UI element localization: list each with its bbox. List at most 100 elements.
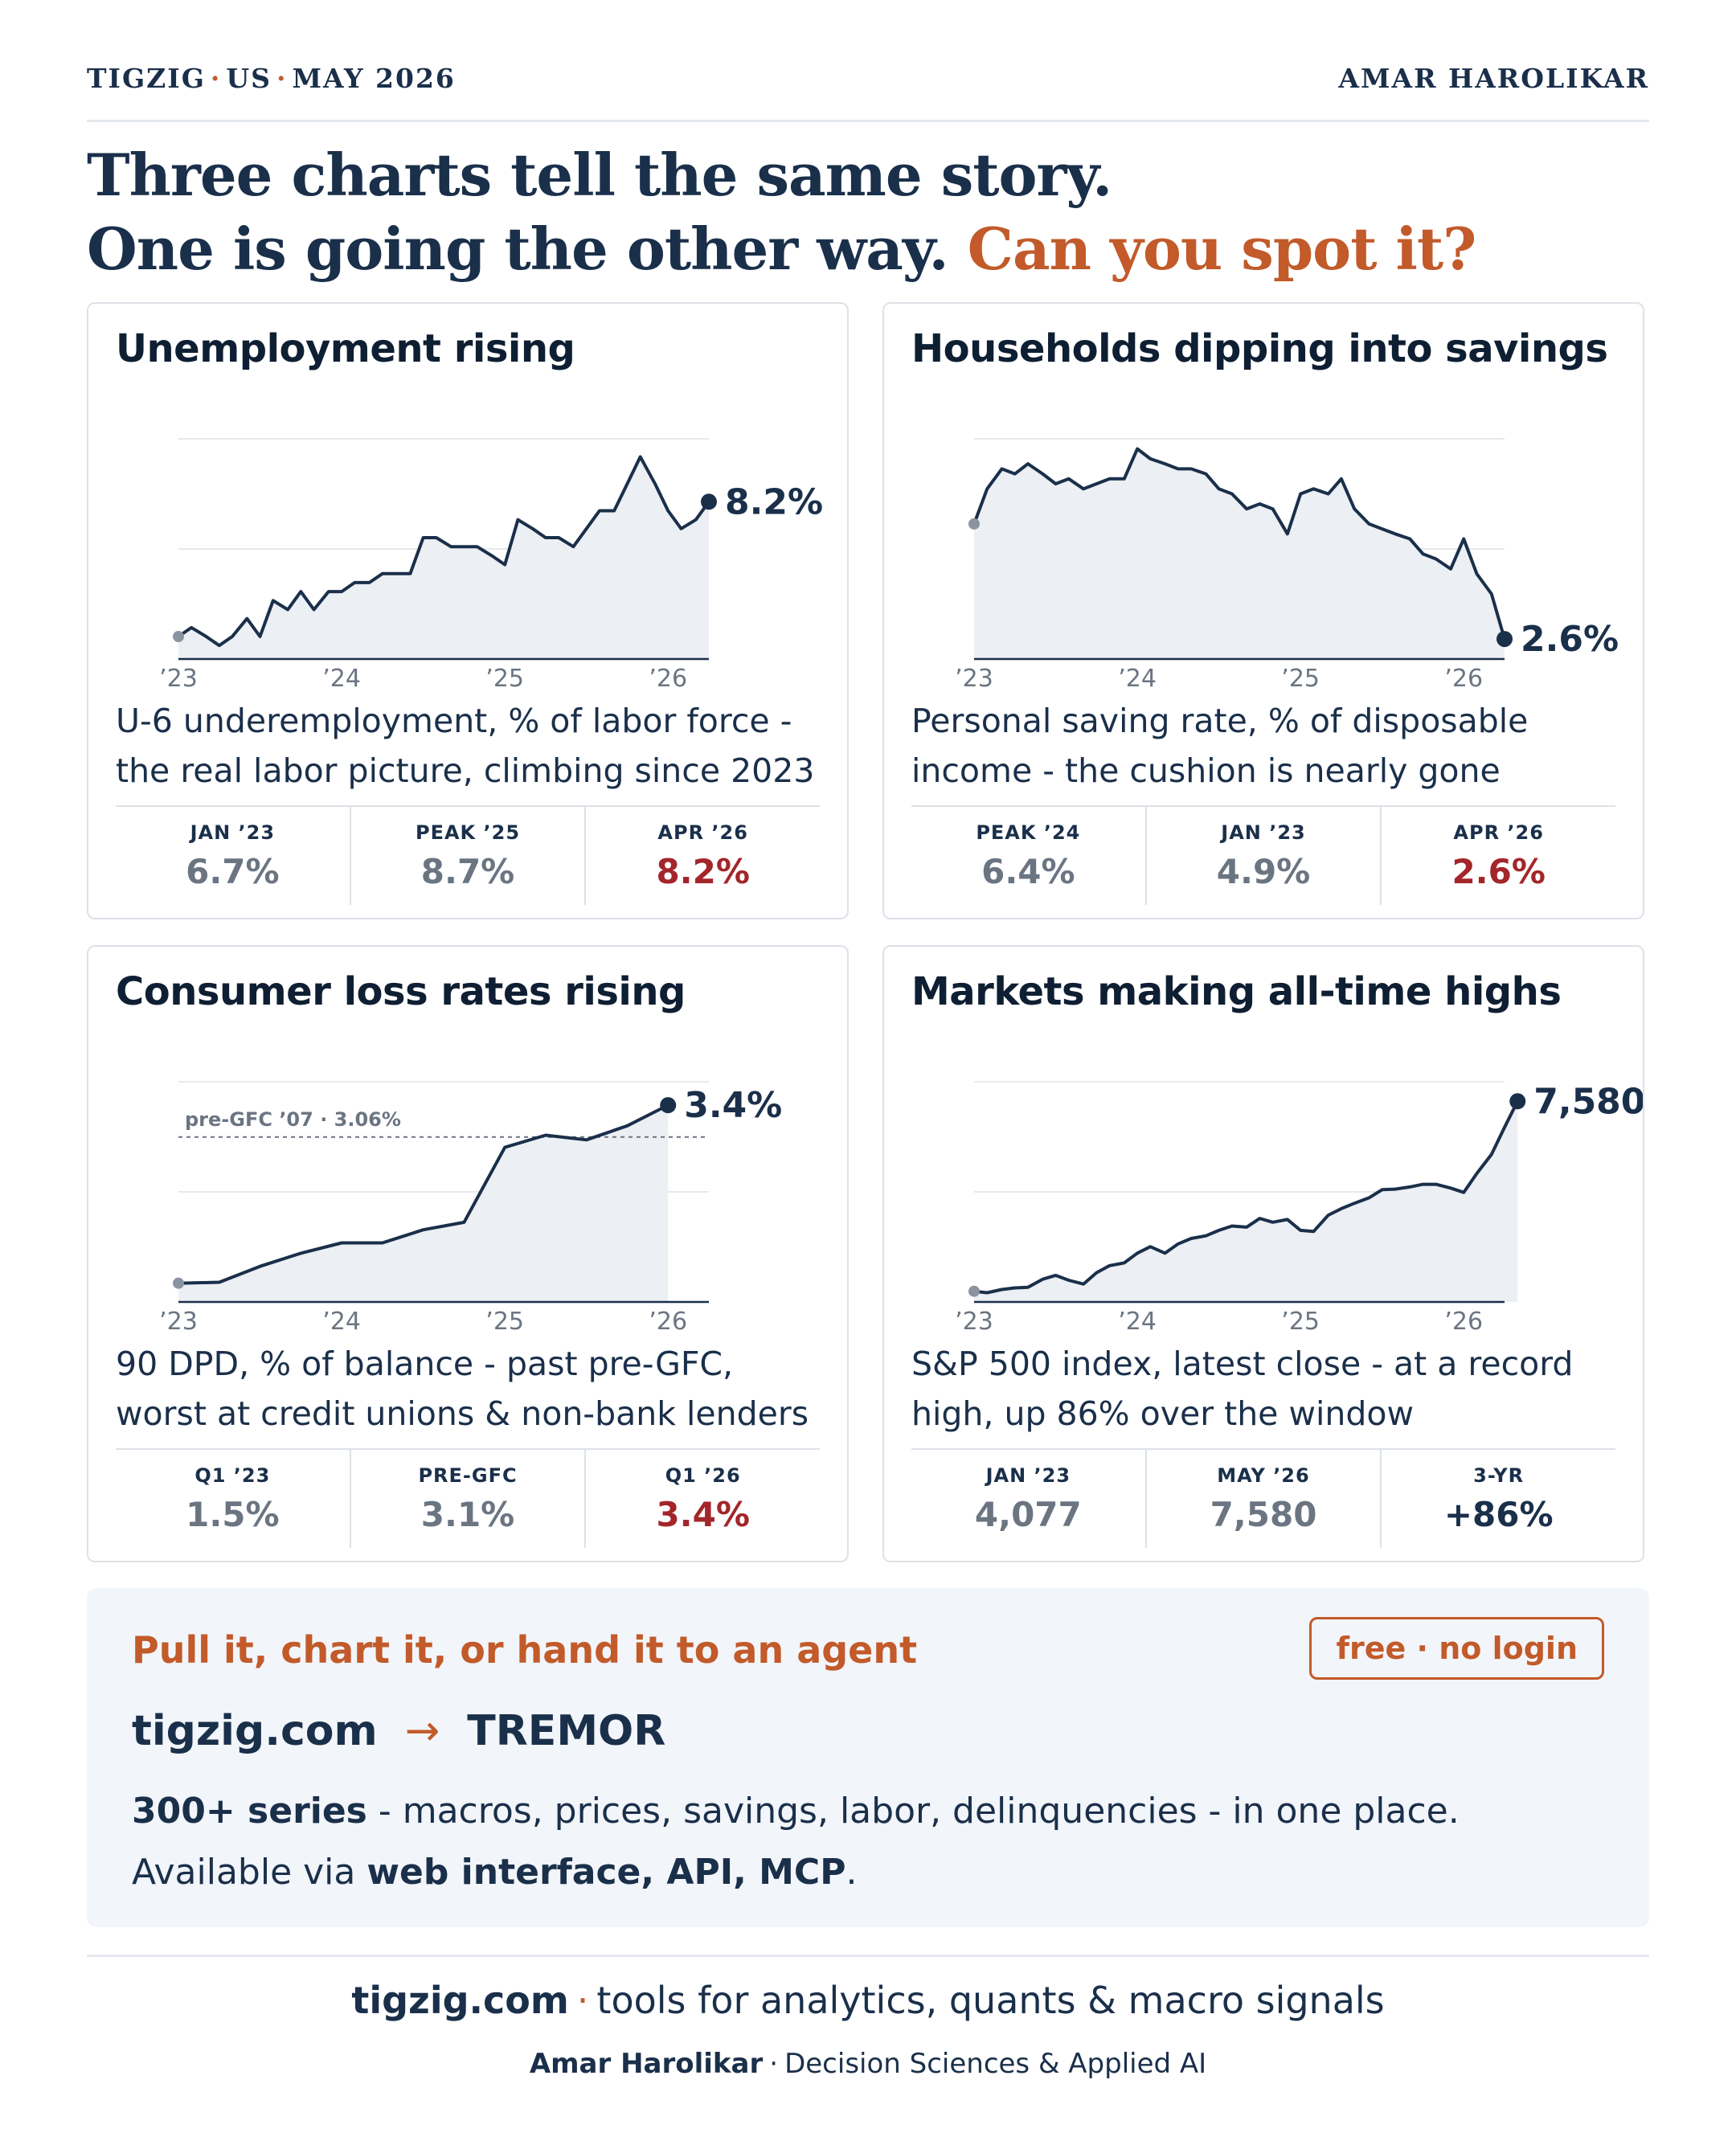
card-title: Markets making all-time highs (911, 969, 1562, 1014)
stat-cell: Q1 ’26 3.4% (584, 1450, 820, 1548)
stat-value: 1.5% (186, 1495, 280, 1534)
x-tick-label: ’24 (1118, 665, 1157, 690)
x-tick-label: ’26 (649, 1308, 687, 1332)
brand-region: US (226, 63, 272, 94)
footer-credit: Amar Harolikar · Decision Sciences & Appli… (0, 2048, 1736, 2080)
stat-label: JAN ’23 (1221, 821, 1306, 844)
stat-label: APR ’26 (1453, 821, 1544, 844)
x-tick-label: ’23 (955, 665, 993, 690)
stat-value: 8.2% (656, 852, 750, 891)
footer-tagline: tools for analytics, quants & macro sign… (596, 1979, 1385, 2022)
footer-credit-sep: · (769, 2048, 779, 2080)
chart-card-markets: Markets making all-time highs 7,580 ’23 ’2… (882, 945, 1644, 1562)
stat-value: 8.7% (420, 852, 515, 891)
end-point (1509, 1093, 1526, 1110)
chart-unemployment: 8.2% ’23 ’24 ’25 ’26 (159, 438, 823, 690)
footer-role: Decision Sciences & Applied AI (784, 2048, 1207, 2080)
card-title: Households dipping into savings (911, 326, 1608, 371)
stats-row: PEAK ’24 6.4% JAN ’23 4.9% APR ’26 2.6% (911, 805, 1615, 905)
stat-cell: MAY ’26 7,580 (1144, 1450, 1381, 1548)
stat-cell: JAN ’23 4.9% (1144, 807, 1381, 905)
stat-cell: 3-YR +86% (1380, 1450, 1615, 1548)
series-count: 300+ series (132, 1791, 367, 1832)
end-point (660, 1097, 677, 1114)
start-point (968, 1285, 980, 1297)
stat-value: 4.9% (1216, 852, 1311, 891)
cta-line-2-post: . (845, 1852, 858, 1893)
stat-label: PEAK ’24 (976, 821, 1081, 844)
cta-body: 300+ series - macros, prices, savings, l… (132, 1781, 1611, 1903)
stat-value: +86% (1443, 1495, 1554, 1534)
card-description: Personal saving rate, % of disposable in… (911, 702, 1529, 790)
stats-row: JAN ’23 6.7% PEAK ’25 8.7% APR ’26 8.2% (116, 805, 820, 905)
cta-line-2: Available via web interface, API, MCP. (132, 1842, 1611, 1903)
stat-value: 6.7% (186, 852, 280, 891)
author-name: AMAR HAROLIKAR (1338, 63, 1649, 94)
stat-cell: PEAK ’25 8.7% (349, 807, 585, 905)
headline-line-1: Three charts tell the same story. (87, 141, 1112, 209)
x-tick-label: ’25 (1281, 1308, 1320, 1332)
headline-line-2: One is going the other way. Can you spot… (87, 212, 1649, 286)
x-tick-label: ’25 (485, 1308, 524, 1332)
stat-cell: JAN ’23 6.7% (116, 807, 350, 905)
chart-markets: 7,580 ’23 ’24 ’25 ’26 (955, 1081, 1643, 1332)
stat-cell: PRE-GFC 3.1% (349, 1450, 585, 1548)
start-point (968, 518, 980, 530)
cta-route: tigzig.com → TREMOR (132, 1707, 665, 1755)
x-tick-label: ’26 (1444, 665, 1483, 690)
x-tick-label: ’25 (485, 665, 524, 690)
route-site-link[interactable]: tigzig.com (132, 1707, 378, 1755)
x-tick-label: ’24 (1118, 1308, 1157, 1332)
stat-label: 3-YR (1473, 1464, 1525, 1487)
end-value-label: 8.2% (725, 481, 823, 522)
series-line (177, 455, 710, 648)
stat-cell: Q1 ’23 1.5% (116, 1450, 350, 1548)
series-line (177, 1103, 670, 1285)
stat-cell: JAN ’23 4,077 (911, 1450, 1145, 1548)
cta-line-1: 300+ series - macros, prices, savings, l… (132, 1781, 1611, 1842)
card-title: Consumer loss rates rising (116, 969, 686, 1014)
card-description: 90 DPD, % of balance - past pre-GFC, wor… (116, 1345, 809, 1433)
chart-savings: 2.6% ’23 ’24 ’25 ’26 (955, 438, 1619, 690)
stat-value: 2.6% (1451, 852, 1546, 891)
end-value-label: 3.4% (684, 1085, 782, 1126)
brand-name: TIGZIG (87, 63, 206, 94)
card-description: S&P 500 index, latest close - at a recor… (911, 1345, 1574, 1433)
cta-heading: Pull it, chart it, or hand it to an agen… (132, 1628, 918, 1672)
headline: Three charts tell the same story. One is… (87, 138, 1649, 286)
top-bar: TIGZIG · US · MAY 2026 AMAR HAROLIKAR (87, 63, 1649, 122)
headline-accent: Can you spot it? (967, 215, 1477, 283)
x-tick-label: ’24 (322, 665, 361, 690)
reference-label: pre-GFC ’07 · 3.06% (185, 1108, 401, 1131)
end-point (701, 493, 717, 510)
brand-sep-1: · (210, 63, 222, 94)
area-fill (178, 1105, 669, 1302)
footer-name: Amar Harolikar (529, 2048, 764, 2080)
stat-label: JAN ’23 (190, 821, 276, 844)
stat-value: 6.4% (981, 852, 1075, 891)
x-tick-label: ’26 (1444, 1308, 1483, 1332)
stat-value: 7,580 (1210, 1495, 1317, 1534)
end-value-label: 7,580 (1533, 1081, 1643, 1122)
footer-site-link[interactable]: tigzig.com (351, 1979, 569, 2022)
stat-label: MAY ’26 (1217, 1464, 1310, 1487)
route-tool-link[interactable]: TREMOR (467, 1707, 666, 1755)
stat-value: 4,077 (974, 1495, 1082, 1534)
stat-label: APR ’26 (657, 821, 748, 844)
end-point (1496, 631, 1513, 648)
footer-main: tigzig.com · tools for analytics, quants &… (0, 1979, 1736, 2022)
chart-card-unemployment: Unemployment rising 8.2% ’23 ’24 ’25 ’26 U-6… (87, 302, 849, 919)
stat-label: Q1 ’26 (665, 1464, 741, 1487)
end-value-label: 2.6% (1521, 619, 1619, 660)
start-point (173, 1277, 184, 1289)
x-tick-label: ’24 (322, 1308, 361, 1332)
x-tick-label: ’25 (1281, 665, 1320, 690)
area-fill (178, 456, 709, 659)
stats-row: JAN ’23 4,077 MAY ’26 7,580 3-YR +86% (911, 1448, 1615, 1548)
stat-value: 3.4% (656, 1495, 750, 1534)
chart-loss-rates: pre-GFC ’07 · 3.06% 3.4% ’23 ’24 ’25 ’26 (159, 1081, 782, 1332)
stat-cell: APR ’26 2.6% (1380, 807, 1615, 905)
brand-line: TIGZIG · US · MAY 2026 (87, 63, 456, 94)
area-fill (974, 448, 1505, 659)
stat-label: PRE-GFC (418, 1464, 518, 1487)
